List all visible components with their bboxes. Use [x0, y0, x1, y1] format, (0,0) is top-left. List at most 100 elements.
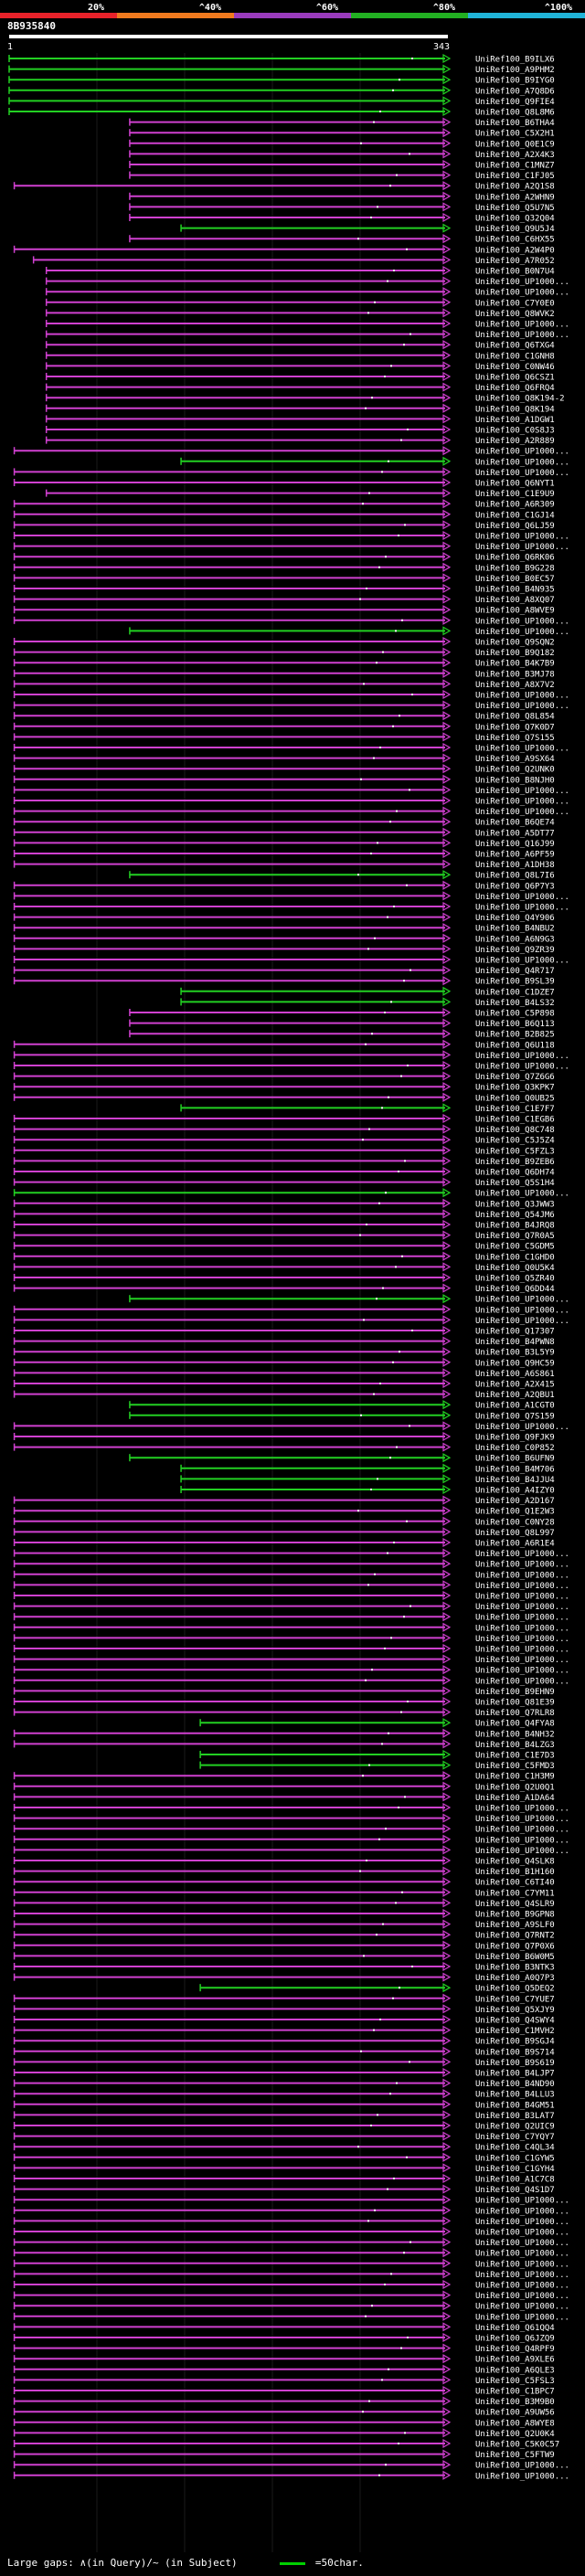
hit-label[interactable]: UniRef100_UP1000... [475, 2218, 569, 2227]
hit-label[interactable]: UniRef100_UP1000... [475, 957, 569, 966]
hit-label[interactable]: UniRef100_C5FTW9 [475, 2451, 555, 2460]
hit-label[interactable]: UniRef100_Q16J99 [475, 840, 555, 849]
hit-label[interactable]: UniRef100_UP1000... [475, 2207, 569, 2216]
hit-label[interactable]: UniRef100_UP1000... [475, 2239, 569, 2248]
hit-label[interactable]: UniRef100_Q9U5J4 [475, 225, 555, 234]
hit-label[interactable]: UniRef100_UP1000... [475, 543, 569, 552]
hit-label[interactable]: UniRef100_C0P852 [475, 1444, 555, 1453]
hit-label[interactable]: UniRef100_UP1000... [475, 1063, 569, 1072]
hit-label[interactable]: UniRef100_Q6CSZ1 [475, 374, 555, 383]
hit-label[interactable]: UniRef100_C1FJ05 [475, 172, 555, 181]
hit-label[interactable]: UniRef100_UP1000... [475, 1306, 569, 1315]
hit-label[interactable]: UniRef100_B4N935 [475, 586, 555, 595]
hit-label[interactable]: UniRef100_A0Q7P3 [475, 1974, 555, 1983]
hit-label[interactable]: UniRef100_B4K7B9 [475, 660, 555, 669]
hit-label[interactable]: UniRef100_Q8L7I6 [475, 872, 555, 881]
hit-label[interactable]: UniRef100_A5DT77 [475, 829, 555, 838]
hit-label[interactable]: UniRef100_B4M706 [475, 1465, 555, 1474]
hit-label[interactable]: UniRef100_A8X7V2 [475, 681, 555, 690]
hit-label[interactable]: UniRef100_C1GYW5 [475, 2154, 555, 2163]
hit-label[interactable]: UniRef100_UP1000... [475, 278, 569, 287]
hit-label[interactable]: UniRef100_UP1000... [475, 2250, 569, 2259]
hit-label[interactable]: UniRef100_Q2UIC9 [475, 2123, 555, 2132]
hit-label[interactable]: UniRef100_B9G228 [475, 564, 555, 573]
hit-label[interactable]: UniRef100_C5X2H1 [475, 130, 555, 139]
hit-label[interactable]: UniRef100_Q81E39 [475, 1699, 555, 1708]
hit-label[interactable]: UniRef100_B6UFN9 [475, 1455, 555, 1464]
hit-label[interactable]: UniRef100_C0NY28 [475, 1518, 555, 1527]
hit-label[interactable]: UniRef100_B9ZEB6 [475, 1158, 555, 1167]
hit-label[interactable]: UniRef100_Q3KPK7 [475, 1084, 555, 1093]
hit-label[interactable]: UniRef100_B9S619 [475, 2059, 555, 2068]
hit-label[interactable]: UniRef100_B6THA4 [475, 119, 555, 128]
hit-label[interactable]: UniRef100_UP1000... [475, 1826, 569, 1835]
hit-label[interactable]: UniRef100_UP1000... [475, 2229, 569, 2238]
hit-label[interactable]: UniRef100_Q9FJK9 [475, 1434, 555, 1443]
hit-label[interactable]: UniRef100_Q7Z6G6 [475, 1073, 555, 1082]
hit-label[interactable]: UniRef100_Q7K0D7 [475, 723, 555, 732]
hit-label[interactable]: UniRef100_UP1000... [475, 1667, 569, 1676]
hit-label[interactable]: UniRef100_UP1000... [475, 1296, 569, 1305]
hit-label[interactable]: UniRef100_UP1000... [475, 469, 569, 478]
hit-label[interactable]: UniRef100_A2W4P0 [475, 246, 555, 255]
hit-label[interactable]: UniRef100_C7YUE7 [475, 1995, 555, 2004]
hit-label[interactable]: UniRef100_Q9FIE4 [475, 98, 555, 107]
hit-label[interactable]: UniRef100_C5FMD3 [475, 1762, 555, 1771]
hit-label[interactable]: UniRef100_Q4SLK8 [475, 1858, 555, 1867]
hit-label[interactable]: UniRef100_Q6RK06 [475, 554, 555, 563]
hit-label[interactable]: UniRef100_UP1000... [475, 321, 569, 330]
hit-label[interactable]: UniRef100_Q9SQN2 [475, 639, 555, 648]
hit-label[interactable]: UniRef100_UP1000... [475, 2462, 569, 2471]
hit-label[interactable]: UniRef100_UP1000... [475, 1624, 569, 1633]
hit-label[interactable]: UniRef100_UP1000... [475, 628, 569, 637]
hit-label[interactable]: UniRef100_A6R309 [475, 501, 555, 510]
hit-label[interactable]: UniRef100_C5P898 [475, 1010, 555, 1019]
hit-label[interactable]: UniRef100_C7YQY7 [475, 2133, 555, 2142]
hit-label[interactable]: UniRef100_Q7S159 [475, 1412, 555, 1421]
hit-label[interactable]: UniRef100_UP1000... [475, 1317, 569, 1326]
hit-label[interactable]: UniRef100_UP1000... [475, 1593, 569, 1602]
hit-label[interactable]: UniRef100_A8WVE9 [475, 607, 555, 616]
hit-label[interactable]: UniRef100_Q8L854 [475, 713, 555, 722]
hit-label[interactable]: UniRef100_UP1000... [475, 798, 569, 807]
hit-label[interactable]: UniRef100_C5FSL3 [475, 2377, 555, 2386]
hit-label[interactable]: UniRef100_C0S8J3 [475, 427, 555, 436]
hit-label[interactable]: UniRef100_UP1000... [475, 692, 569, 701]
hit-label[interactable]: UniRef100_C1MNZ7 [475, 162, 555, 171]
hit-label[interactable]: UniRef100_UP1000... [475, 1847, 569, 1856]
hit-label[interactable]: UniRef100_Q4RPF9 [475, 2345, 555, 2354]
hit-label[interactable]: UniRef100_UP1000... [475, 2472, 569, 2481]
hit-label[interactable]: UniRef100_B4PWN8 [475, 1338, 555, 1347]
hit-label[interactable]: UniRef100_Q7S155 [475, 734, 555, 743]
hit-label[interactable]: UniRef100_A6QLE3 [475, 2366, 555, 2375]
hit-label[interactable]: UniRef100_Q4FYA8 [475, 1720, 555, 1729]
hit-label[interactable]: UniRef100_B6Q113 [475, 1020, 555, 1029]
hit-label[interactable]: UniRef100_A6N9G3 [475, 935, 555, 944]
hit-label[interactable]: UniRef100_B4NH32 [475, 1730, 555, 1739]
hit-label[interactable]: UniRef100_UP1000... [475, 808, 569, 817]
hit-label[interactable]: UniRef100_A9UW56 [475, 2409, 555, 2418]
hit-label[interactable]: UniRef100_B6W0M5 [475, 1953, 555, 1962]
hit-label[interactable]: UniRef100_Q8WVK2 [475, 310, 555, 319]
hit-label[interactable]: UniRef100_Q17307 [475, 1328, 555, 1337]
hit-label[interactable]: UniRef100_A4IZY0 [475, 1487, 555, 1496]
hit-label[interactable]: UniRef100_UP1000... [475, 1656, 569, 1665]
hit-label[interactable]: UniRef100_A2D167 [475, 1497, 555, 1506]
hit-label[interactable]: UniRef100_UP1000... [475, 1677, 569, 1686]
hit-label[interactable]: UniRef100_Q7RLR8 [475, 1709, 555, 1718]
hit-label[interactable]: UniRef100_UP1000... [475, 787, 569, 796]
hit-label[interactable]: UniRef100_C1GJ14 [475, 511, 555, 520]
hit-label[interactable]: UniRef100_C5FZL3 [475, 1147, 555, 1156]
hit-label[interactable]: UniRef100_Q8L997 [475, 1529, 555, 1538]
hit-label[interactable]: UniRef100_Q2U0Q1 [475, 1783, 555, 1792]
hit-label[interactable]: UniRef100_A1C7C8 [475, 2176, 555, 2185]
hit-label[interactable]: UniRef100_Q7RNT2 [475, 1932, 555, 1941]
hit-label[interactable]: UniRef100_A9XLE6 [475, 2356, 555, 2365]
hit-label[interactable]: UniRef100_UP1000... [475, 1603, 569, 1612]
hit-label[interactable]: UniRef100_B9SGJ4 [475, 2038, 555, 2047]
hit-label[interactable]: UniRef100_B4LLU3 [475, 2091, 555, 2100]
hit-label[interactable]: UniRef100_Q6DD44 [475, 1285, 555, 1294]
hit-label[interactable]: UniRef100_A7R052 [475, 257, 555, 266]
hit-label[interactable]: UniRef100_B3M9B0 [475, 2398, 555, 2407]
hit-label[interactable]: UniRef100_UP1000... [475, 2303, 569, 2312]
